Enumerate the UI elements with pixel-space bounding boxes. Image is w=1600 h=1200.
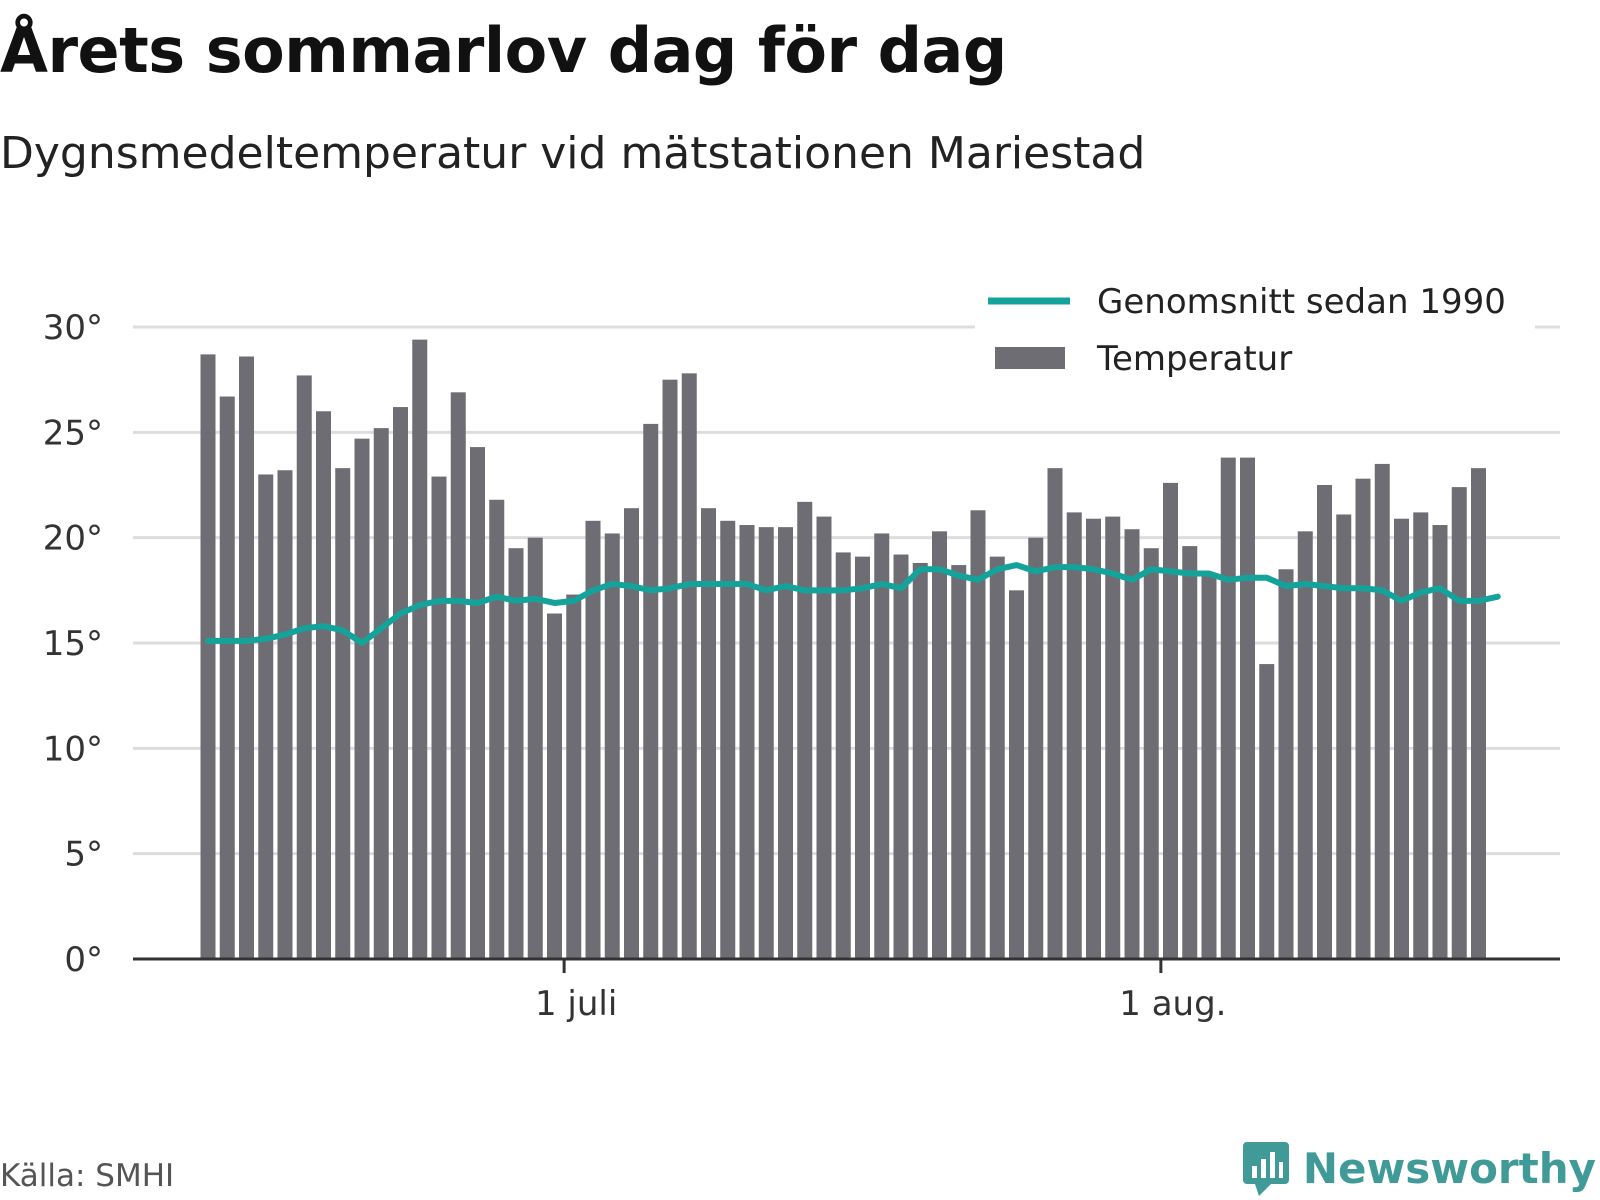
bar [1413, 512, 1429, 959]
y-tick-labels: 0° 5° 10° 15° 20° 25° 30° [43, 308, 103, 980]
bar [970, 510, 986, 959]
bar [585, 520, 601, 959]
legend-swatch-temperature [995, 347, 1065, 369]
x-tick-label: 1 juli [535, 984, 617, 1024]
bar [874, 533, 890, 959]
bars [200, 339, 1486, 960]
bar [373, 428, 389, 959]
brand-name: Newsworthy [1302, 1143, 1596, 1193]
bar [797, 501, 813, 959]
average-line [205, 562, 1501, 646]
bar [1220, 457, 1236, 959]
bar [1047, 468, 1063, 959]
bar [624, 508, 639, 959]
bar [527, 537, 543, 959]
bar [508, 548, 524, 959]
bar [393, 407, 408, 959]
bar [604, 533, 620, 959]
bar [450, 392, 466, 959]
bar [739, 525, 755, 959]
source-note: Källa: SMHI [0, 1158, 175, 1194]
bar [1259, 664, 1275, 959]
bar [431, 476, 447, 959]
bar [893, 554, 909, 959]
bar [1374, 463, 1390, 959]
bar [912, 562, 928, 959]
bar [681, 373, 697, 960]
bar [643, 423, 659, 959]
bar [1124, 529, 1140, 959]
bar [239, 356, 254, 959]
bar [1201, 575, 1217, 959]
y-tick-label: 20° [43, 519, 103, 559]
bar [258, 474, 274, 959]
bar [855, 556, 870, 959]
bar [335, 468, 351, 959]
bar [1394, 518, 1409, 959]
legend-label-temperature: Temperatur [1096, 339, 1292, 379]
bar [701, 508, 716, 959]
bar [547, 613, 562, 959]
y-tick-label: 25° [43, 413, 103, 453]
bar [758, 527, 774, 959]
bar [1086, 518, 1101, 959]
bar [1355, 478, 1371, 959]
bar [1028, 537, 1044, 959]
bar [835, 552, 851, 959]
bar [720, 520, 736, 959]
bar [200, 354, 216, 959]
brand: Newsworthy [1241, 1140, 1596, 1196]
bar [1336, 514, 1352, 959]
chart-title: Årets sommarlov dag för dag [0, 14, 1007, 87]
bar [412, 339, 428, 959]
bar [1451, 487, 1467, 959]
bar [816, 516, 832, 959]
bar [316, 411, 331, 959]
bar [1471, 468, 1486, 959]
x-tick-label: 1 aug. [1119, 984, 1226, 1024]
bar [989, 556, 1005, 959]
newsworthy-logo-icon [1242, 1142, 1289, 1196]
bar [1105, 516, 1121, 959]
legend: Genomsnitt sedan 1990 Temperatur [975, 272, 1535, 392]
bar [1143, 548, 1159, 959]
bar [778, 527, 793, 959]
bar [1182, 546, 1198, 959]
bar [1297, 531, 1313, 959]
bar [296, 375, 312, 959]
bar [470, 447, 485, 959]
bar [566, 594, 582, 959]
y-tick-label: 10° [43, 729, 103, 769]
bar [951, 565, 967, 959]
bar [489, 499, 505, 959]
bar [932, 531, 947, 959]
x-ticks: 1 juli 1 aug. [535, 959, 1226, 1024]
bar [354, 438, 370, 959]
legend-background [975, 272, 1535, 392]
bar [1278, 569, 1294, 959]
bar [277, 470, 293, 959]
y-tick-label: 30° [43, 308, 103, 348]
bar [219, 396, 235, 959]
bar [1009, 590, 1024, 959]
chart-subtitle: Dygnsmedeltemperatur vid mätstationen Ma… [0, 128, 1146, 179]
y-tick-label: 5° [64, 835, 103, 875]
bar [1066, 512, 1082, 959]
bar [1163, 482, 1178, 959]
y-tick-label: 15° [43, 624, 103, 664]
legend-label-average: Genomsnitt sedan 1990 [1097, 282, 1506, 322]
y-tick-label: 0° [64, 940, 103, 980]
bar [1317, 485, 1332, 959]
bar [662, 379, 678, 959]
bar [1432, 525, 1448, 959]
bar [1240, 457, 1255, 959]
